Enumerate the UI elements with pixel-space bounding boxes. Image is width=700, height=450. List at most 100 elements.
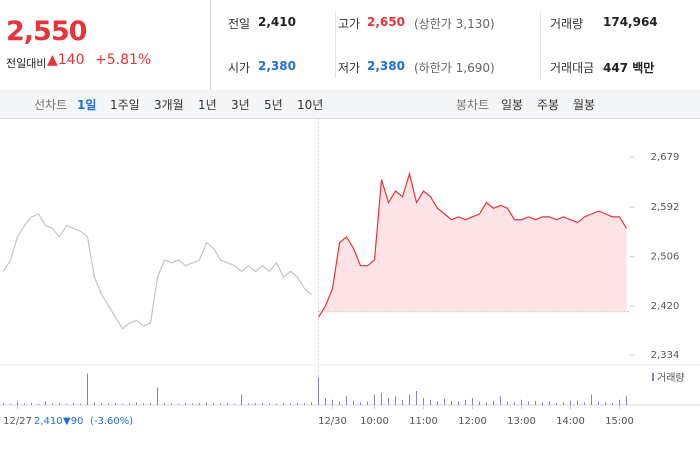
volume-bar — [143, 403, 144, 405]
period-tab[interactable]: 1일 — [77, 98, 97, 112]
y-tick-label: 2,506 — [651, 251, 680, 262]
volume-bar — [570, 401, 571, 405]
volume-bar — [479, 401, 480, 405]
volume-bar — [108, 403, 109, 405]
divider — [210, 0, 211, 90]
volume-bar — [353, 400, 354, 405]
period-tab[interactable]: 5년 — [264, 98, 283, 112]
volume-bar — [276, 403, 277, 405]
tab-group-label: 선차트 — [34, 98, 68, 112]
period-tab[interactable]: 1주일 — [110, 98, 140, 112]
stat-note: (하한가 1,690) — [414, 61, 495, 75]
stat-label: 거래량 — [550, 17, 584, 31]
stat-value: 2,380 — [258, 59, 296, 73]
volume-bar — [241, 394, 242, 405]
volume-bar — [556, 402, 557, 405]
volume-bar — [577, 400, 578, 405]
chart: 2,679 2,592 2,506 2,420 2,334 12/27 12/30 10:00… — [0, 118, 700, 427]
volume-bar — [45, 401, 46, 405]
volume-bar — [626, 396, 627, 405]
volume-bar — [129, 403, 130, 405]
candle-tab[interactable]: 주봉 — [537, 98, 560, 112]
change-label: 전일대비 — [6, 57, 47, 70]
volume-bar — [423, 398, 424, 405]
volume-bar — [360, 402, 361, 405]
y-tick-label: 2,420 — [651, 301, 680, 312]
candle-tab[interactable]: 일봉 — [501, 98, 524, 112]
legend-label: 거래량 — [657, 372, 685, 384]
volume-bar — [381, 392, 382, 405]
volume-bar — [255, 403, 256, 405]
period-tab[interactable]: 1년 — [198, 98, 217, 112]
volume-bar — [94, 402, 95, 405]
y-tick-label: 2,334 — [651, 350, 680, 361]
stat-label: 저가 — [338, 61, 361, 75]
volume-bar — [59, 403, 60, 405]
volume-bar — [101, 403, 102, 405]
volume-bar — [31, 402, 32, 405]
volume-bar — [87, 373, 88, 405]
prev-change: ▼90 — [63, 416, 83, 427]
tab-bar: 선차트 1일 1주일 3개월 1년 3년 5년 10년 봉차트 일봉 주봉 월봉 — [0, 90, 700, 119]
price-line — [2, 213, 312, 330]
prev-pct: (-3.60%) — [90, 416, 133, 427]
volume-bar — [332, 399, 333, 405]
stat-value: 174,964 — [603, 15, 658, 29]
volume-bar — [206, 402, 207, 405]
volume-bar — [262, 402, 263, 405]
volume-bar — [192, 403, 193, 405]
x-tick-label: 11:00 — [409, 416, 438, 427]
x-tick-label: 12/27 — [3, 416, 32, 427]
volume-bar — [199, 403, 200, 405]
volume-bar — [388, 398, 389, 405]
price-line — [317, 171, 628, 318]
volume-bar — [234, 403, 235, 405]
volume-bar — [73, 402, 74, 405]
volume-bar — [409, 394, 410, 405]
candle-tab[interactable]: 월봉 — [573, 98, 596, 112]
volume-bar — [521, 399, 522, 405]
stat-value: 447 백만 — [603, 61, 655, 75]
stat-value: 2,650 — [367, 15, 405, 29]
stat-value: 2,380 — [367, 59, 405, 73]
period-tab[interactable]: 3년 — [231, 98, 250, 112]
divider — [540, 12, 541, 78]
volume-bar — [514, 402, 515, 405]
volume-bar — [157, 387, 158, 405]
change: ▲140 — [47, 52, 85, 68]
stat-note: (상한가 3,130) — [414, 17, 495, 31]
period-tab[interactable]: 10년 — [297, 98, 324, 112]
y-tick-label: 2,592 — [651, 202, 680, 213]
volume-bar — [115, 402, 116, 405]
x-tick-label: 10:00 — [360, 416, 389, 427]
divider — [335, 12, 336, 78]
area — [318, 173, 627, 318]
volume-bar — [80, 403, 81, 405]
x-tick-label: 15:00 — [605, 416, 634, 427]
volume-bar — [318, 377, 319, 405]
volume-bar — [591, 394, 592, 405]
volume-bar — [605, 402, 606, 405]
prev-price: 2,410 — [34, 416, 63, 427]
volume-bar — [248, 403, 249, 405]
y-tick-label: 2,679 — [651, 152, 680, 163]
stat-label: 시가 — [228, 61, 251, 75]
volume-bar — [304, 403, 305, 405]
volume-bar — [542, 402, 543, 405]
volume-bar — [220, 403, 221, 405]
volume-bar — [500, 396, 501, 405]
volume-bar — [66, 403, 67, 405]
volume-bar — [584, 402, 585, 405]
volume-bar — [227, 403, 228, 405]
volume-bar — [10, 403, 11, 405]
volume-bar — [283, 403, 284, 405]
volume-bar — [598, 401, 599, 405]
period-tab[interactable]: 3개월 — [154, 98, 184, 112]
volume-bar — [38, 403, 39, 405]
volume-bar — [402, 399, 403, 405]
change-pct: +5.81% — [95, 52, 152, 68]
volume-bar — [346, 396, 347, 405]
volume-bar — [178, 403, 179, 405]
volume-bar — [549, 401, 550, 405]
